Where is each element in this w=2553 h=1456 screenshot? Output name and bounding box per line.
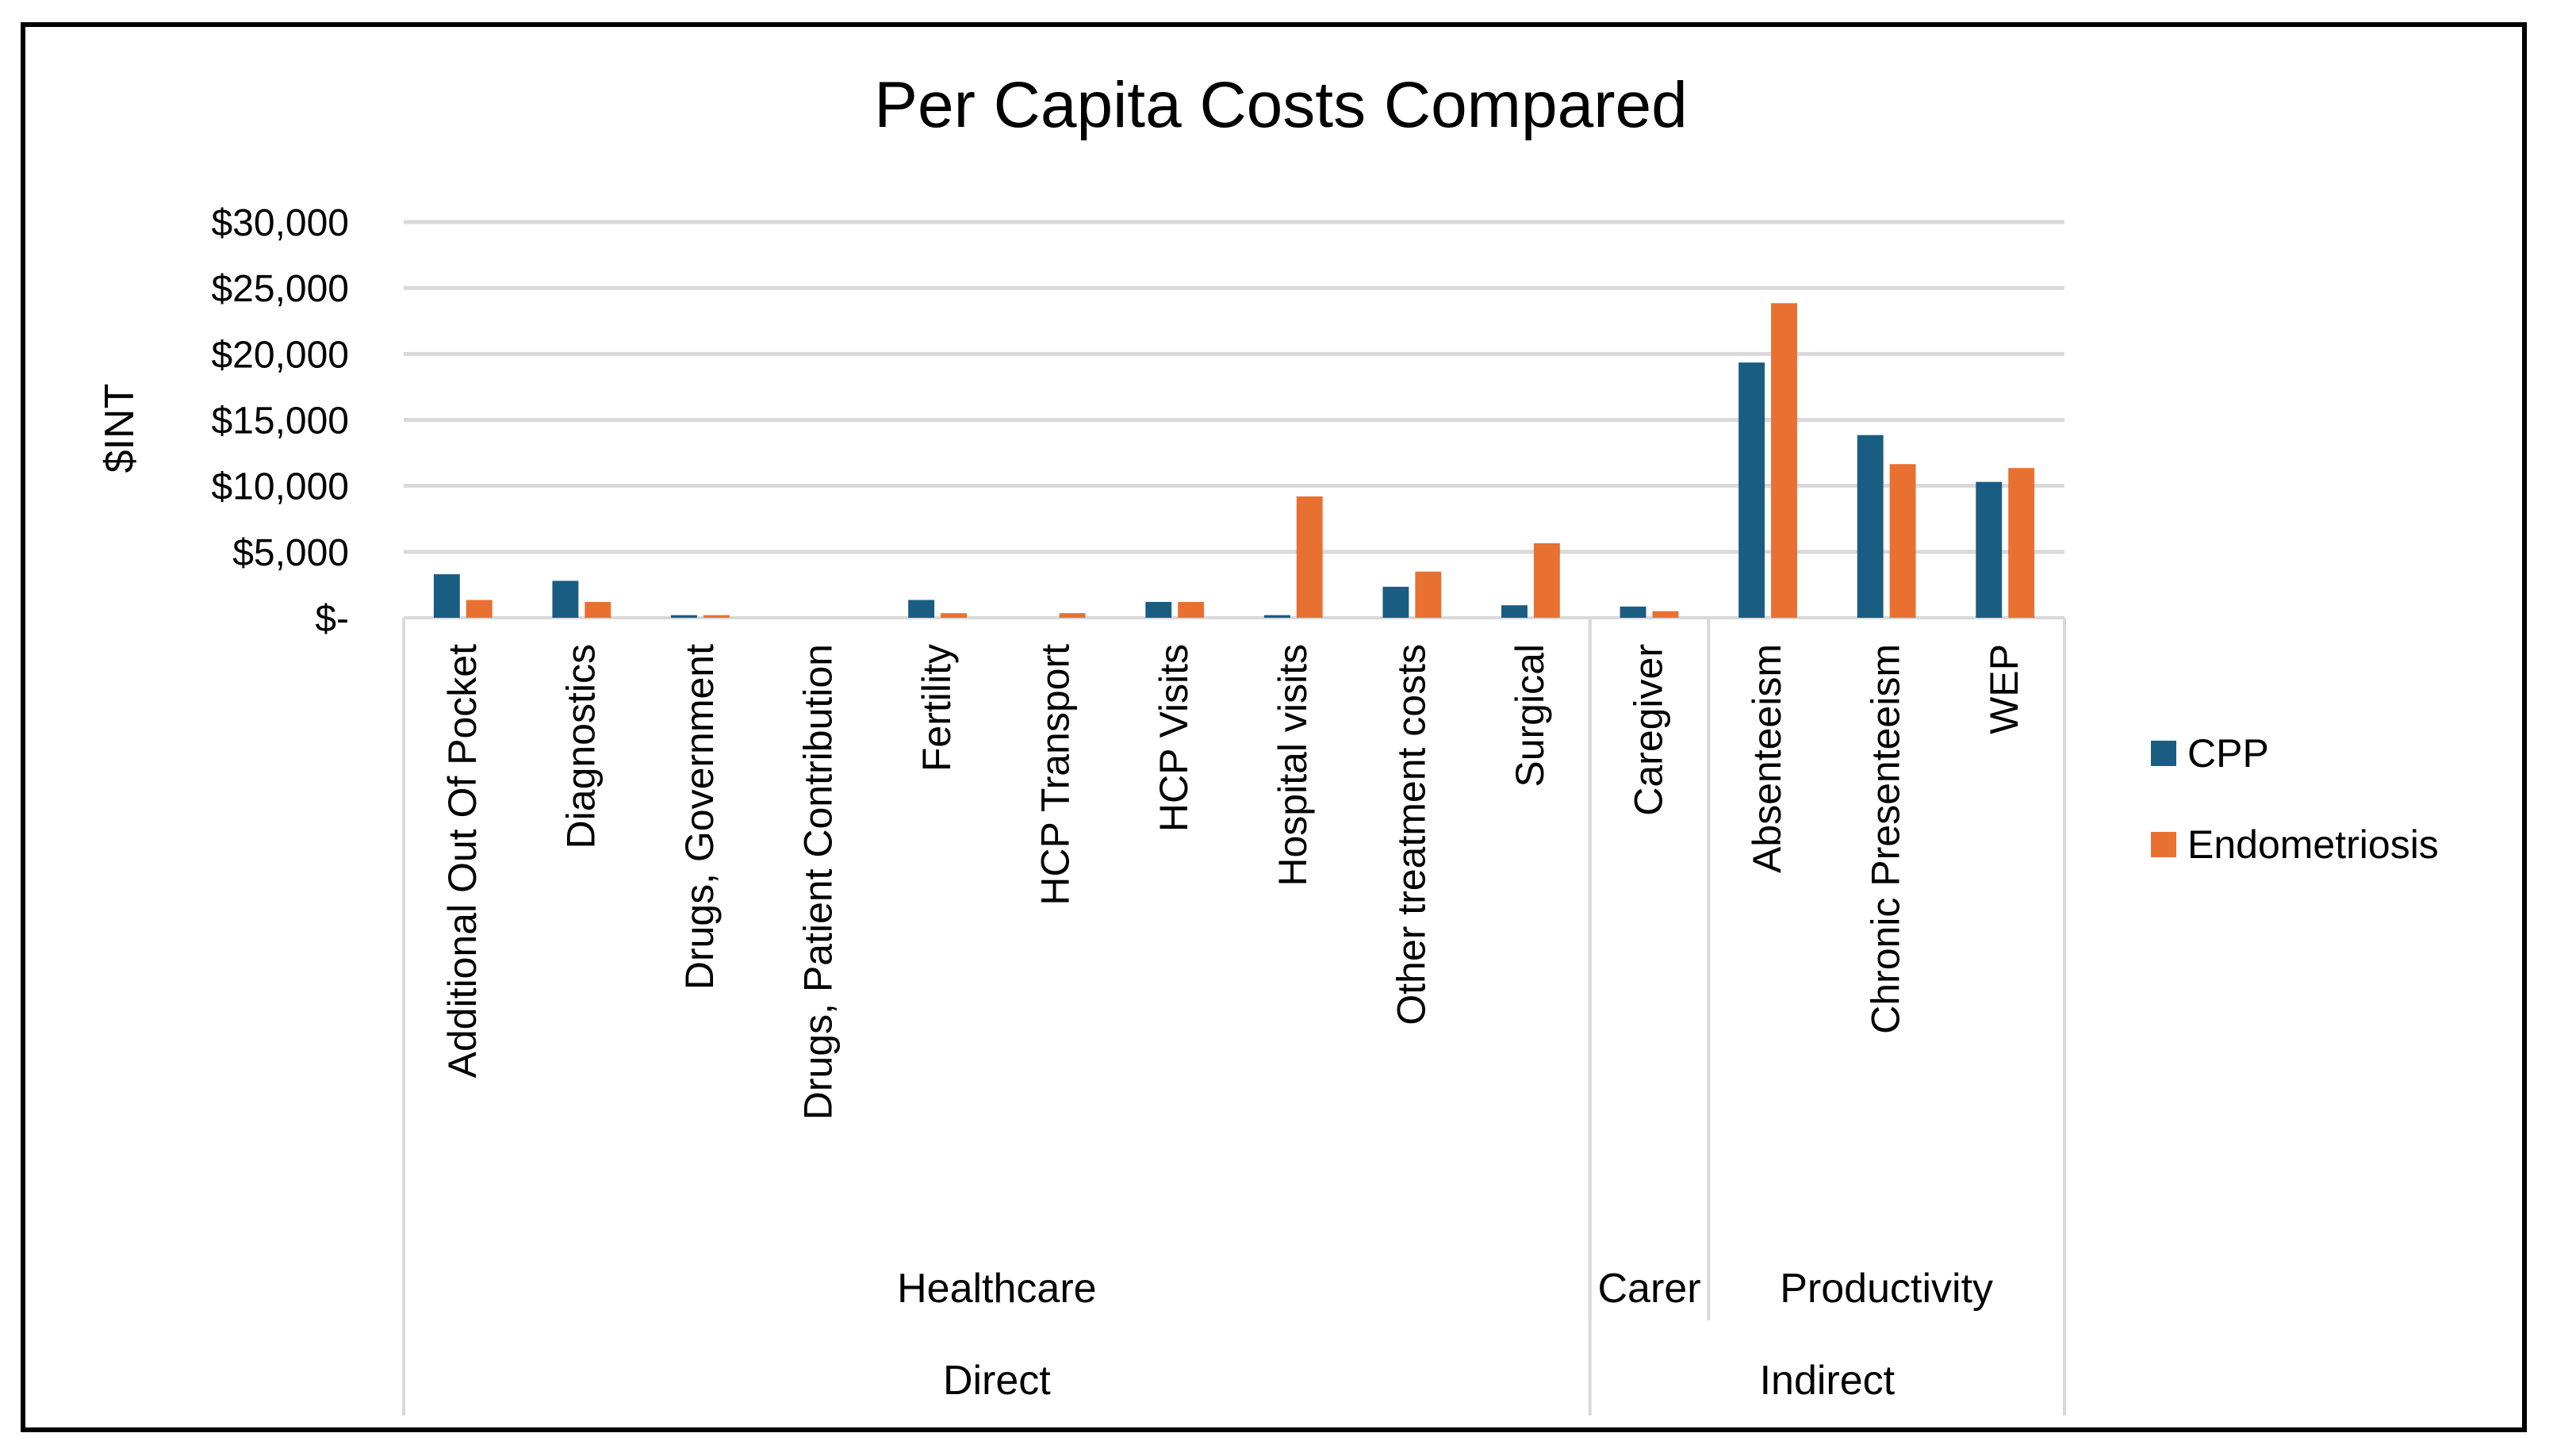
legend-swatch-endometriosis [2151, 832, 2176, 857]
bar-endometriosis [466, 600, 493, 618]
bar-endometriosis [1533, 543, 1560, 618]
bar-endometriosis [2008, 468, 2035, 618]
y-tick-label: $10,000 [211, 466, 349, 508]
x-tick-label: HCP Transport [1033, 644, 1078, 906]
y-tick-label: $30,000 [211, 202, 349, 244]
bar-endometriosis [1889, 464, 1916, 618]
group-label-level2: Direct [943, 1358, 1051, 1404]
x-tick-label: Other treatment costs [1389, 644, 1433, 1025]
bar-cpp [908, 600, 935, 618]
bar-cpp [433, 574, 460, 618]
bar-endometriosis [1059, 613, 1086, 618]
legend-swatch-cpp [2151, 741, 2176, 766]
x-tick-label: WEP [1982, 644, 2026, 734]
y-tick-label: $- [315, 598, 349, 640]
x-tick-label: Additional Out Of Pocket [440, 644, 485, 1079]
bar-cpp [1738, 362, 1765, 618]
bar-cpp [1620, 606, 1646, 618]
x-tick-label: HCP Visits [1152, 644, 1196, 832]
x-tick-label: Hospital visits [1271, 644, 1315, 887]
bar-cpp [671, 615, 697, 618]
y-tick-label: $15,000 [211, 400, 349, 443]
bar-endometriosis [1296, 496, 1323, 618]
y-tick-label: $25,000 [211, 268, 349, 310]
y-tick-label: $5,000 [232, 532, 349, 574]
bar-cpp [552, 580, 579, 618]
legend-label: Endometriosis [2187, 822, 2439, 867]
y-tick-label: $20,000 [211, 334, 349, 376]
group-label-level1: Productivity [1780, 1266, 1993, 1312]
x-tick-label: Surgical [1508, 644, 1552, 787]
x-tick-label: Caregiver [1627, 644, 1671, 816]
x-tick-label: Chronic Presenteeism [1864, 644, 1908, 1034]
bar-endometriosis [703, 615, 730, 618]
group-label-level1: Carer [1597, 1266, 1700, 1312]
chart-frame [21, 22, 2527, 1432]
bar-cpp [1976, 481, 2003, 618]
bar-endometriosis [1771, 303, 1797, 618]
x-tick-label: Fertility [914, 644, 959, 772]
x-tick-label: Diagnostics [558, 644, 603, 849]
bar-endometriosis [585, 602, 611, 618]
x-tick-label: Absenteeism [1745, 644, 1789, 873]
bar-endometriosis [1415, 571, 1442, 618]
x-tick-label: Drugs, Patient Contribution [796, 644, 841, 1120]
y-axis-label: $INT [97, 384, 143, 473]
legend-label: CPP [2187, 731, 2269, 776]
bar-cpp [1382, 586, 1409, 618]
bar-cpp [1263, 615, 1290, 618]
x-tick-label: Drugs, Government [677, 644, 722, 990]
bar-endometriosis [1178, 602, 1205, 618]
bar-cpp [1501, 605, 1528, 618]
bar-endometriosis [1652, 611, 1679, 618]
group-label-level1: Healthcare [897, 1266, 1096, 1312]
chart-title: Per Capita Costs Compared [874, 69, 1687, 141]
bar-cpp [1857, 435, 1884, 618]
group-label-level2: Indirect [1760, 1358, 1896, 1404]
bar-endometriosis [941, 613, 967, 618]
bar-cpp [1145, 602, 1172, 618]
